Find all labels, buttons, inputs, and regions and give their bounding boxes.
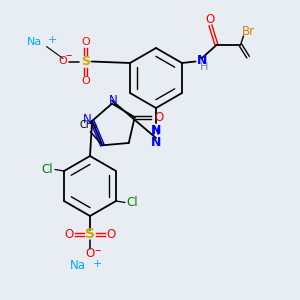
Text: Na: Na bbox=[70, 259, 86, 272]
Text: N: N bbox=[151, 124, 161, 137]
Text: O: O bbox=[58, 56, 68, 67]
Text: N: N bbox=[151, 136, 161, 149]
Text: O: O bbox=[154, 111, 163, 124]
Text: S: S bbox=[81, 55, 90, 68]
Text: O: O bbox=[106, 227, 116, 241]
Text: O: O bbox=[64, 227, 74, 241]
Text: Cl: Cl bbox=[127, 196, 138, 209]
Text: O: O bbox=[81, 37, 90, 47]
Text: O: O bbox=[85, 247, 94, 260]
Text: N: N bbox=[83, 113, 92, 126]
Text: O: O bbox=[206, 13, 215, 26]
Text: +: + bbox=[48, 35, 57, 45]
Text: –: – bbox=[94, 244, 100, 257]
Text: N: N bbox=[109, 94, 118, 107]
Text: N: N bbox=[197, 53, 207, 67]
Text: S: S bbox=[85, 227, 95, 241]
Text: –: – bbox=[65, 49, 71, 62]
Text: O: O bbox=[81, 76, 90, 86]
Text: Cl: Cl bbox=[42, 163, 53, 176]
Text: CH₃: CH₃ bbox=[80, 120, 98, 130]
Text: +: + bbox=[93, 259, 102, 269]
Text: Br: Br bbox=[242, 25, 255, 38]
Text: Na: Na bbox=[27, 37, 42, 47]
Text: H: H bbox=[200, 62, 208, 72]
